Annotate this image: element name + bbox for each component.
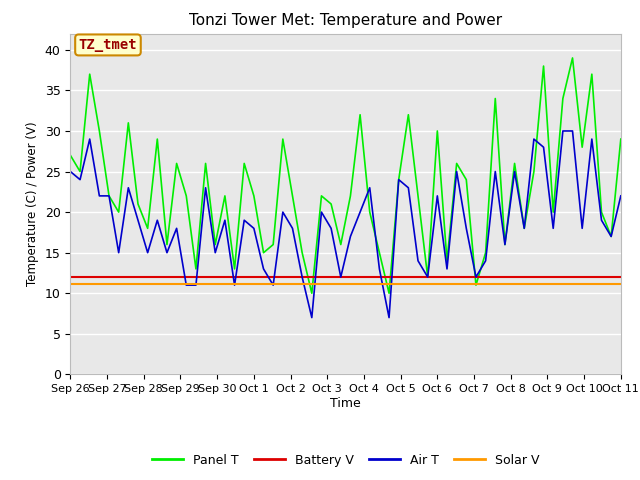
- Panel T: [482, 250, 490, 255]
- Air T: [308, 315, 316, 321]
- Panel T: [617, 136, 625, 142]
- Legend: Panel T, Battery V, Air T, Solar V: Panel T, Battery V, Air T, Solar V: [147, 449, 545, 472]
- Panel T: [540, 63, 547, 69]
- Text: TZ_tmet: TZ_tmet: [79, 38, 138, 52]
- Air T: [67, 168, 74, 174]
- Air T: [482, 258, 490, 264]
- Solar V: [530, 281, 538, 287]
- Battery V: [530, 274, 538, 280]
- Solar V: [192, 281, 200, 287]
- Solar V: [598, 281, 605, 287]
- Y-axis label: Temperature (C) / Power (V): Temperature (C) / Power (V): [26, 122, 39, 286]
- Panel T: [443, 258, 451, 264]
- Battery V: [202, 274, 209, 280]
- Solar V: [472, 281, 480, 287]
- Air T: [617, 193, 625, 199]
- Air T: [598, 217, 605, 223]
- Solar V: [617, 281, 625, 287]
- Air T: [192, 282, 200, 288]
- Solar V: [202, 281, 209, 287]
- Battery V: [598, 274, 605, 280]
- Panel T: [192, 266, 200, 272]
- Air T: [202, 185, 209, 191]
- Title: Tonzi Tower Met: Temperature and Power: Tonzi Tower Met: Temperature and Power: [189, 13, 502, 28]
- Panel T: [569, 55, 577, 61]
- Panel T: [598, 209, 605, 215]
- Battery V: [433, 274, 441, 280]
- Panel T: [202, 160, 209, 166]
- Panel T: [308, 290, 316, 296]
- Solar V: [433, 281, 441, 287]
- X-axis label: Time: Time: [330, 397, 361, 410]
- Battery V: [192, 274, 200, 280]
- Panel T: [67, 153, 74, 158]
- Battery V: [617, 274, 625, 280]
- Battery V: [67, 274, 74, 280]
- Battery V: [472, 274, 480, 280]
- Air T: [443, 266, 451, 272]
- Air T: [559, 128, 566, 134]
- Air T: [540, 144, 547, 150]
- Line: Panel T: Panel T: [70, 58, 621, 293]
- Solar V: [67, 281, 74, 287]
- Line: Air T: Air T: [70, 131, 621, 318]
